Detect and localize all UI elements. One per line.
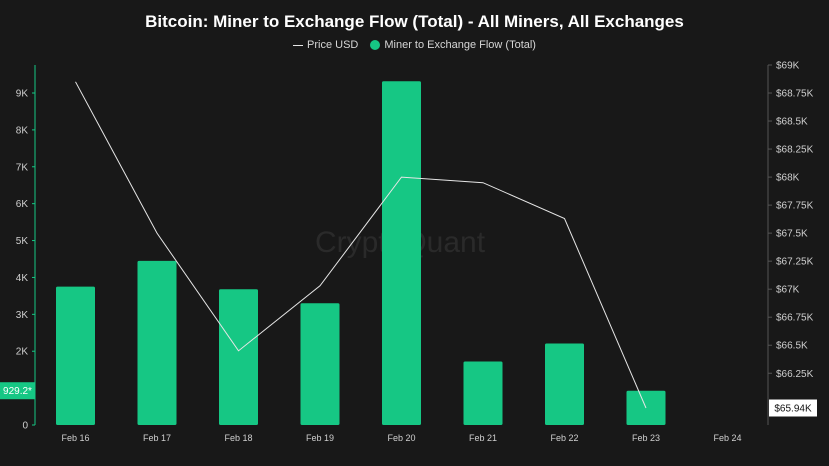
x-tick-label: Feb 18 [224, 433, 252, 443]
x-tick-label: Feb 22 [550, 433, 578, 443]
x-tick-label: Feb 24 [713, 433, 741, 443]
x-tick-label: Feb 19 [306, 433, 334, 443]
x-tick-label: Feb 23 [632, 433, 660, 443]
right-tick-label: $69K [776, 61, 800, 72]
left-tick-label: 7K [16, 162, 29, 173]
right-tick-label: $68.5K [776, 117, 808, 128]
right-tick-label: $66.25K [776, 369, 814, 380]
left-tick-label: 4K [16, 273, 29, 284]
flow-bar [382, 81, 421, 425]
right-badge-text: $65.94K [774, 404, 812, 415]
flow-bar [545, 343, 584, 425]
left-badge-background [0, 382, 35, 400]
flow-bar [137, 260, 177, 425]
x-tick-label: Feb 16 [61, 433, 89, 443]
x-axis-ticks: Feb 16 Feb 17 Feb 18 Feb 19 Feb 20 Feb 21 Feb … [61, 433, 741, 443]
right-tick-label: $68K [776, 173, 800, 184]
left-tick-label: 2K [16, 347, 29, 358]
legend-line-marker [293, 44, 304, 46]
left-last-value-badge: 929.2* [0, 382, 35, 400]
x-tick-label: Feb 20 [387, 433, 415, 443]
right-axis-ticks: $66.25K $66.5K $66.75K $67K $67.25K $67.5K $67… [768, 61, 814, 380]
right-tick-label: $67K [776, 285, 800, 296]
bars-group [56, 81, 666, 425]
chart-title: Bitcoin: Miner to Exchange Flow (Total) … [145, 12, 684, 31]
right-badge-background [769, 399, 817, 417]
left-tick-label: 3K [16, 310, 29, 321]
legend-dot-marker [370, 40, 381, 50]
left-badge-text: 929.2* [3, 386, 32, 397]
flow-bar [219, 289, 258, 425]
x-tick-label: Feb 21 [469, 433, 497, 443]
chart-legend: Price USD Miner to Exchange Flow (Total) [0, 39, 829, 51]
left-tick-label: 8K [16, 125, 29, 136]
legend-label-price: Price USD [307, 39, 359, 51]
right-tick-label: $67.25K [776, 257, 814, 268]
legend-item-price[interactable]: Price USD [293, 39, 358, 51]
right-tick-label: $68.75K [776, 89, 814, 100]
legend-label-flow: Miner to Exchange Flow (Total) [384, 39, 536, 51]
right-last-value-badge: $65.94K [769, 399, 817, 417]
legend-item-flow[interactable]: Miner to Exchange Flow (Total) [370, 39, 536, 51]
left-tick-label: 0 [22, 421, 28, 432]
right-tick-label: $67.5K [776, 229, 808, 240]
left-axis-ticks: 01K2K3K4K5K6K7K8K9K [16, 89, 35, 432]
price-line-group [75, 81, 647, 409]
right-tick-label: $67.75K [776, 201, 814, 212]
right-tick-label: $66.75K [776, 313, 814, 324]
left-tick-label: 9K [16, 89, 29, 100]
flow-bar [300, 303, 340, 425]
x-tick-label: Feb 17 [143, 433, 171, 443]
right-tick-label: $68.25K [776, 145, 814, 156]
right-tick-label: $66.5K [776, 341, 808, 352]
flow-bar [463, 361, 503, 425]
price-series-line [75, 81, 647, 409]
flow-bar [56, 286, 95, 425]
left-tick-label: 6K [16, 199, 29, 210]
left-tick-label: 5K [16, 236, 29, 247]
